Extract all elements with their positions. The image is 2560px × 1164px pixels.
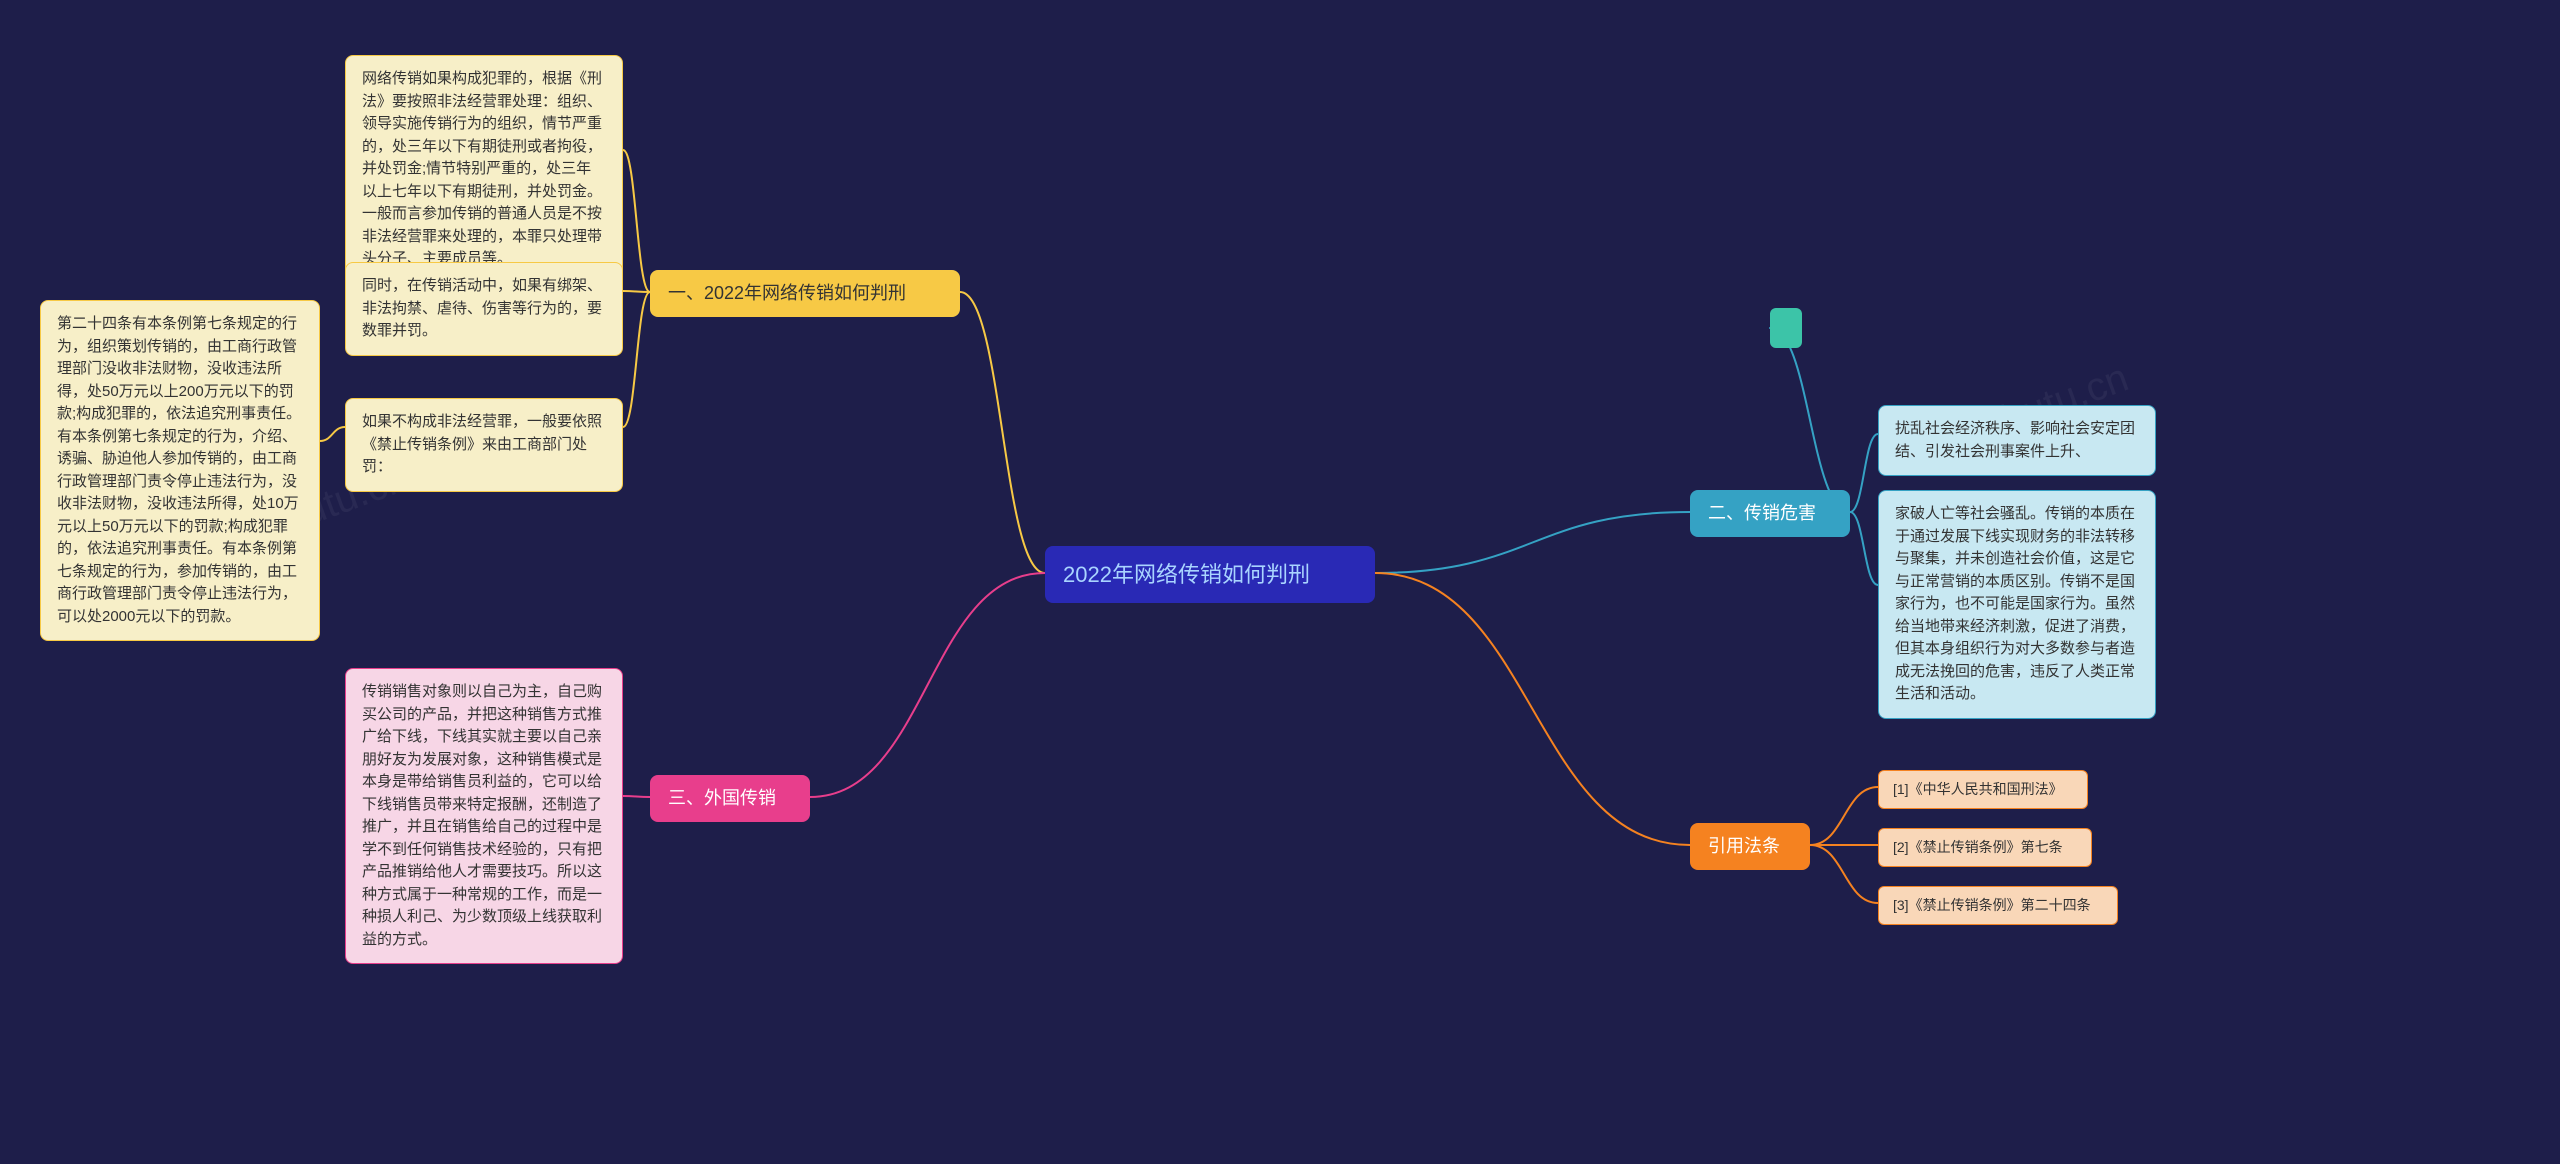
branch-law-leaf-0: [1]《中华人民共和国刑法》 bbox=[1878, 770, 2088, 809]
branch-2[interactable]: 二、传销危害 bbox=[1690, 490, 1850, 537]
branch-3-leaf-0: 传销销售对象则以自己为主，自己购买公司的产品，并把这种销售方式推广给下线，下线其… bbox=[345, 668, 623, 964]
branch-1-leaf-1: 同时，在传销活动中，如果有绑架、非法拘禁、虐待、伤害等行为的，要数罪并罚。 bbox=[345, 262, 623, 356]
root-node[interactable]: 2022年网络传销如何判刑 bbox=[1045, 546, 1375, 603]
branch-law[interactable]: 引用法条 bbox=[1690, 823, 1810, 870]
branch-1-leaf-0: 网络传销如果构成犯罪的，根据《刑法》要按照非法经营罪处理：组织、领导实施传销行为… bbox=[345, 55, 623, 284]
branch-3[interactable]: 三、外国传销 bbox=[650, 775, 810, 822]
branch-2-leaf-0: 扰乱社会经济秩序、影响社会安定团结、引发社会刑事案件上升、 bbox=[1878, 405, 2156, 476]
branch-1[interactable]: 一、2022年网络传销如何判刑 bbox=[650, 270, 960, 317]
branch-2-leaf-1: 家破人亡等社会骚乱。传销的本质在于通过发展下线实现财务的非法转移与聚集，并未创造… bbox=[1878, 490, 2156, 719]
branch-2-stub bbox=[1770, 308, 1802, 348]
branch-law-leaf-2: [3]《禁止传销条例》第二十四条 bbox=[1878, 886, 2118, 925]
branch-law-leaf-1: [2]《禁止传销条例》第七条 bbox=[1878, 828, 2092, 867]
branch-1-leaf-2: 如果不构成非法经营罪，一般要依照《禁止传销条例》来由工商部门处罚： bbox=[345, 398, 623, 492]
branch-1-sub-leaf-2: 第二十四条有本条例第七条规定的行为，组织策划传销的，由工商行政管理部门没收非法财… bbox=[40, 300, 320, 641]
